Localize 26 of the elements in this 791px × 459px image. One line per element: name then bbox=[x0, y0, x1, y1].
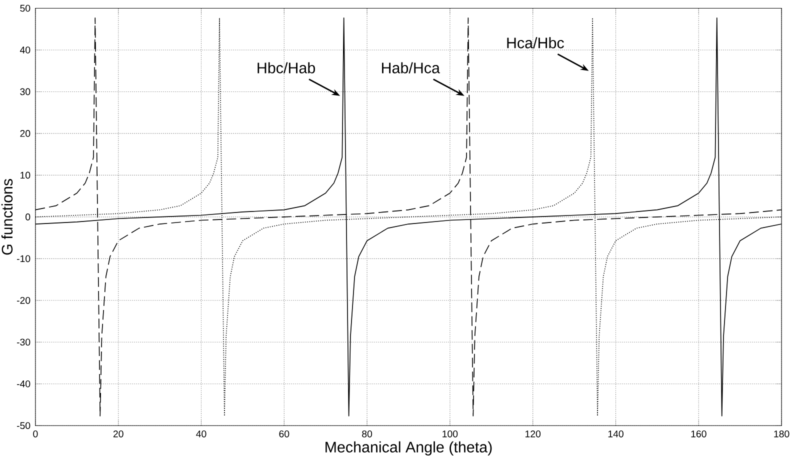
y-tick-label: -30 bbox=[16, 338, 30, 346]
x-tick-label: 20 bbox=[113, 430, 124, 438]
x-tick-label: 40 bbox=[196, 430, 206, 438]
y-tick-label: -40 bbox=[16, 380, 30, 388]
y-tick-label: 20 bbox=[20, 130, 30, 137]
y-tick-label: 0 bbox=[26, 213, 30, 220]
x-tick-label: 120 bbox=[526, 430, 541, 438]
x-tick-label: 60 bbox=[279, 430, 290, 438]
annotation: Hab/Hca bbox=[382, 62, 440, 74]
x-tick-label: 0 bbox=[33, 430, 38, 438]
annotation: Hbc/Hab bbox=[258, 62, 315, 74]
x-axis-title: Mechanical Angle (theta) bbox=[326, 441, 492, 456]
y-tick-label: 40 bbox=[20, 46, 30, 54]
x-tick-label: 160 bbox=[691, 430, 706, 438]
y-tick-label: -50 bbox=[16, 422, 30, 429]
x-tick-label: 140 bbox=[608, 430, 624, 438]
x-tick-label: 80 bbox=[362, 430, 372, 438]
y-axis-title: G functions bbox=[1, 178, 13, 255]
y-tick-label: -20 bbox=[16, 296, 30, 304]
y-tick-label: 10 bbox=[20, 172, 30, 179]
y-tick-label: 30 bbox=[20, 88, 30, 96]
annotation: Hca/Hbc bbox=[507, 37, 564, 48]
x-tick-label: 100 bbox=[442, 430, 458, 438]
y-tick-label: -10 bbox=[16, 255, 30, 262]
y-tick-label: 50 bbox=[20, 4, 30, 12]
x-tick-label: 180 bbox=[774, 430, 790, 438]
